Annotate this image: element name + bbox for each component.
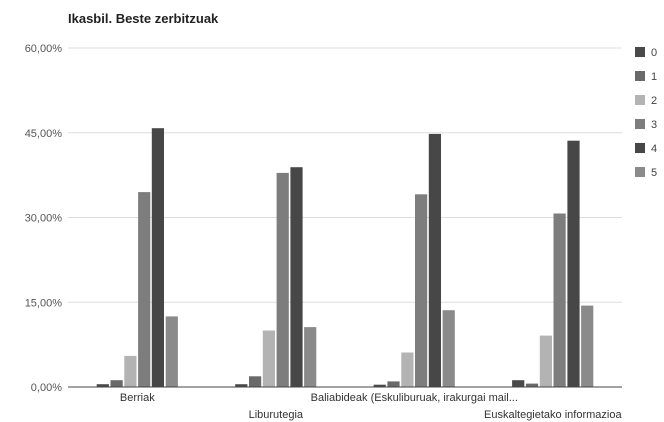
legend-swatch xyxy=(635,143,645,153)
chart-title: Ikasbil. Beste zerbitzuak xyxy=(68,11,219,26)
bar-series-3 xyxy=(553,213,566,387)
bar-series-0 xyxy=(235,384,248,387)
legend-label: 2 xyxy=(651,95,657,107)
y-axis-ticks: 0,00% 15,00% 30,00% 45,00% 60,00% xyxy=(25,43,63,394)
bar-series-2 xyxy=(124,355,137,387)
y-tick-label: 60,00% xyxy=(25,43,63,55)
bar-series-4 xyxy=(290,167,303,387)
legend-swatch xyxy=(635,167,645,177)
legend-swatch xyxy=(635,119,645,129)
bar-series-4 xyxy=(567,140,580,387)
y-tick-label: 45,00% xyxy=(25,128,63,140)
y-tick-label: 0,00% xyxy=(31,382,62,394)
gridlines xyxy=(68,47,622,303)
bar-series-5 xyxy=(581,305,594,387)
bar-series-5 xyxy=(304,327,317,387)
legend-label: 4 xyxy=(651,143,657,155)
bar-series-5 xyxy=(165,316,178,387)
bar-series-1 xyxy=(387,381,400,387)
bars xyxy=(96,128,594,387)
legend-swatch xyxy=(635,71,645,81)
bar-series-3 xyxy=(415,194,428,387)
legend-label: 1 xyxy=(651,71,657,83)
bar-series-1 xyxy=(110,380,123,387)
bar-series-1 xyxy=(249,376,262,387)
legend: 0 1 2 3 4 5 xyxy=(635,47,657,179)
bar-series-5 xyxy=(442,310,455,387)
bar-series-4 xyxy=(151,128,164,387)
category-label: Liburutegia xyxy=(249,409,304,421)
bar-series-2 xyxy=(262,330,275,387)
legend-swatch xyxy=(635,47,645,57)
bar-series-2 xyxy=(401,352,414,387)
category-label: Berriak xyxy=(120,392,155,404)
legend-label: 0 xyxy=(651,47,657,59)
bar-series-2 xyxy=(539,335,552,387)
bar-series-3 xyxy=(138,192,151,387)
category-label: Euskaltegietako informazioa xyxy=(484,409,622,421)
legend-label: 3 xyxy=(651,119,657,131)
y-tick-label: 15,00% xyxy=(25,297,63,309)
bar-series-0 xyxy=(96,384,109,387)
y-tick-label: 30,00% xyxy=(25,213,63,225)
legend-label: 5 xyxy=(651,167,657,179)
category-label: Baliabideak (Eskuliburuak, irakurgai mai… xyxy=(311,392,518,404)
bar-series-0 xyxy=(373,384,386,387)
legend-swatch xyxy=(635,95,645,105)
bar-series-1 xyxy=(525,383,539,387)
bar-series-3 xyxy=(276,172,289,387)
bar-series-4 xyxy=(428,133,441,387)
category-labels: Berriak Liburutegia Baliabideak (Eskulibur… xyxy=(120,392,623,421)
bar-series-0 xyxy=(512,380,525,387)
